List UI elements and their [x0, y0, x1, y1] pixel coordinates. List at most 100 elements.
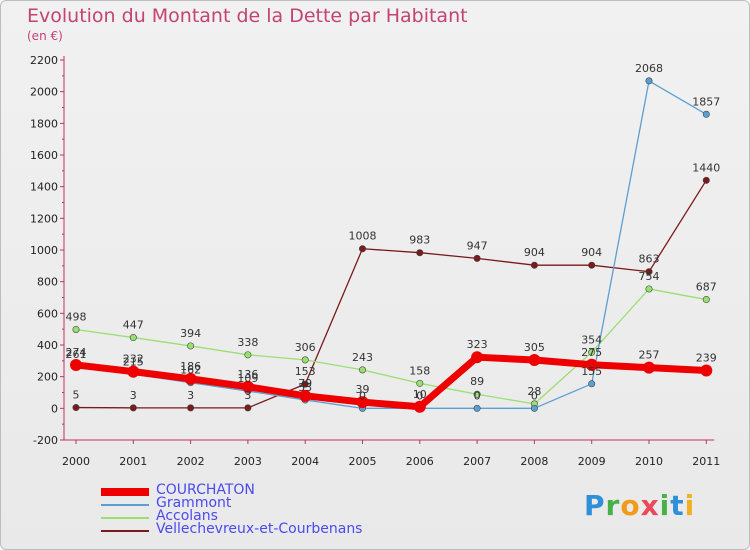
x-tick-label: 2005 — [349, 455, 377, 468]
data-point — [471, 351, 484, 364]
data-label: 257 — [639, 349, 660, 362]
data-label: 3 — [187, 389, 194, 402]
legend-label: Vellechevreux-et-Courbenans — [156, 521, 363, 537]
data-label: 0 — [359, 389, 366, 402]
data-point — [129, 334, 137, 342]
data-point — [413, 400, 426, 413]
data-label: 498 — [66, 310, 87, 323]
series-vellechevreux-et-courbenans — [72, 176, 710, 412]
data-point — [528, 354, 541, 367]
data-label: 354 — [581, 333, 602, 346]
y-tick-label: 0 — [51, 402, 58, 415]
x-tick-label: 2010 — [635, 455, 663, 468]
series-courchaton — [70, 351, 713, 413]
data-point — [301, 380, 309, 388]
data-label: 754 — [639, 270, 660, 283]
data-point — [416, 249, 424, 257]
data-point — [184, 372, 197, 385]
data-point — [358, 245, 366, 253]
y-tick-label: 2200 — [30, 54, 58, 67]
data-label: 323 — [467, 338, 488, 351]
legend-label: Grammont — [156, 495, 232, 511]
legend-swatch — [101, 529, 149, 532]
y-tick-label: 1400 — [30, 181, 58, 194]
data-point — [530, 261, 538, 269]
data-label: 275 — [581, 346, 602, 359]
y-tick-label: 1000 — [30, 244, 58, 257]
data-label: 162 — [180, 364, 201, 377]
legend-swatch — [101, 487, 149, 496]
data-point — [585, 358, 598, 371]
data-label: 215 — [123, 355, 144, 368]
data-point — [416, 379, 424, 387]
legend-label: Accolans — [156, 508, 218, 524]
y-tick-label: 1600 — [30, 149, 58, 162]
data-label: 239 — [696, 351, 717, 364]
series-line — [75, 288, 707, 405]
series-line — [72, 353, 710, 411]
data-label: 305 — [524, 341, 545, 354]
legend-label: COURCHATON — [156, 482, 255, 498]
data-label: 0 — [474, 389, 481, 402]
data-label: 3 — [244, 389, 251, 402]
data-label: 53 — [298, 381, 312, 394]
data-label: 687 — [696, 281, 717, 294]
data-label: 947 — [467, 239, 488, 252]
data-point — [530, 404, 538, 412]
data-label: 306 — [295, 341, 316, 354]
y-tick-label: 800 — [37, 276, 58, 289]
legend-swatch — [101, 516, 149, 519]
y-tick-label: -200 — [33, 434, 58, 447]
data-label: 28 — [527, 385, 541, 398]
data-label: 0 — [416, 389, 423, 402]
data-point — [72, 404, 80, 412]
y-tick-label: 1200 — [30, 212, 58, 225]
data-point — [72, 325, 80, 333]
data-label: 79 — [298, 377, 312, 390]
data-label: 153 — [295, 365, 316, 378]
data-point — [70, 358, 82, 371]
chart-title: Evolution du Montant de la Dette par Hab… — [27, 5, 468, 27]
x-tick-label: 2001 — [119, 455, 147, 468]
x-tick-label: 2007 — [463, 455, 491, 468]
chart-subtitle: (en €) — [27, 29, 63, 43]
data-point — [643, 361, 655, 374]
data-label: 904 — [524, 246, 545, 259]
data-point — [358, 366, 366, 374]
data-label: 983 — [409, 234, 430, 247]
data-point — [473, 390, 481, 398]
data-point — [473, 404, 481, 412]
data-label: 136 — [237, 368, 258, 381]
data-label: 338 — [237, 336, 258, 349]
x-tick-label: 2000 — [62, 455, 90, 468]
data-point — [588, 380, 596, 388]
data-point — [299, 389, 312, 402]
x-tick-label: 2002 — [177, 455, 205, 468]
data-label: 39 — [356, 383, 370, 396]
y-tick-label: 2000 — [30, 86, 58, 99]
data-label: 5 — [73, 389, 80, 402]
data-label: 261 — [66, 348, 87, 361]
data-label: 155 — [581, 365, 602, 378]
data-label: 158 — [409, 364, 430, 377]
data-point — [187, 404, 195, 412]
data-label: 232 — [123, 353, 144, 366]
data-label: 1440 — [692, 161, 720, 174]
data-label: 243 — [352, 351, 373, 364]
series-line — [75, 80, 707, 409]
data-label: 904 — [581, 246, 602, 259]
data-point — [356, 396, 369, 409]
proxiti-logo: Proxiti — [584, 489, 696, 522]
x-tick-label: 2011 — [692, 455, 720, 468]
data-point — [129, 404, 137, 412]
data-label: 1008 — [349, 230, 377, 243]
data-point — [702, 110, 710, 118]
x-tick-label: 2003 — [234, 455, 262, 468]
data-point — [645, 77, 653, 85]
data-point — [645, 285, 653, 293]
x-tick-label: 2008 — [520, 455, 548, 468]
y-tick-label: 200 — [37, 371, 58, 384]
x-tick-label: 2006 — [406, 455, 434, 468]
